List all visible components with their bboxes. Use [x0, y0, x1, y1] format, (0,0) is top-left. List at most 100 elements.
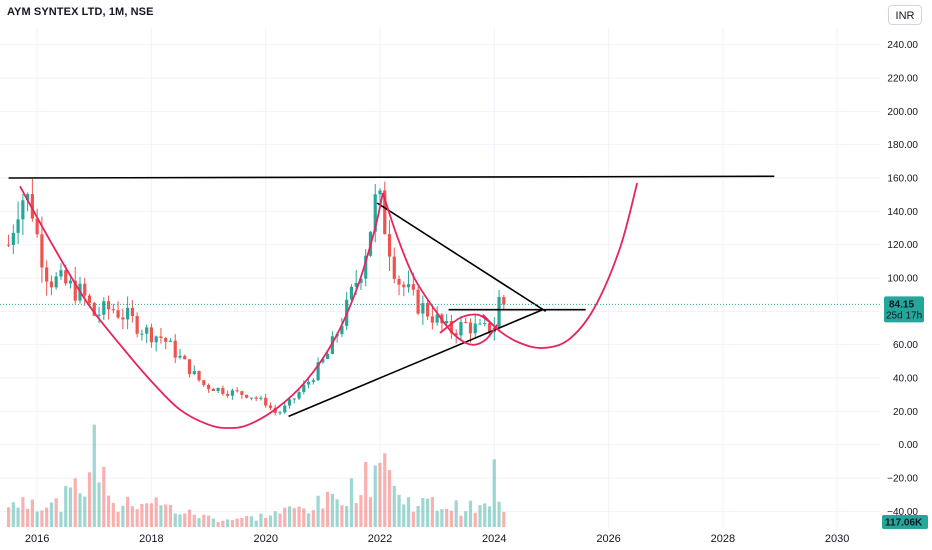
volume-bar: [383, 453, 387, 527]
candle-body: [26, 194, 30, 201]
volume-bar: [459, 515, 463, 527]
x-tick-label: 2024: [482, 533, 506, 545]
price-axis: 240.00 220.00 200.00 180.00 160.00 140.00 120.…: [887, 40, 918, 518]
y-tick-label: 40.00: [893, 374, 918, 385]
x-tick-label: 2030: [825, 533, 849, 545]
volume-bar: [121, 505, 125, 527]
volume-bar: [359, 495, 363, 527]
volume-bar: [326, 491, 330, 527]
volume-bar: [273, 511, 277, 527]
volume-bar: [411, 511, 415, 527]
candle-body: [140, 333, 144, 335]
volume-bar: [230, 520, 234, 527]
volume-bar: [287, 506, 292, 527]
candle-body: [387, 234, 392, 257]
volume-bar: [40, 510, 44, 527]
volume-bar: [35, 511, 39, 527]
volume-bar: [340, 505, 344, 527]
volume-bar: [64, 485, 68, 527]
candles: [6, 178, 506, 416]
volume-bar: [373, 465, 377, 527]
last-price-value: 84.15: [889, 299, 914, 310]
y-tick-label: 120.00: [887, 240, 918, 251]
volume-bar: [59, 511, 63, 527]
volume-bar: [440, 509, 444, 527]
candle-body: [54, 276, 58, 288]
volume-bar: [264, 517, 268, 527]
triangle-lower-line: [288, 308, 544, 418]
volume-bar: [492, 459, 496, 527]
candle-body: [330, 336, 334, 354]
volume-bar: [106, 495, 111, 527]
candle-body: [211, 388, 215, 392]
candle-body: [87, 295, 92, 303]
candle-body: [230, 390, 234, 396]
candle-body: [30, 194, 34, 219]
volume-bar: [259, 513, 263, 527]
candle-body: [306, 381, 311, 385]
candle-body: [83, 283, 87, 296]
candle-body: [435, 314, 439, 323]
candle-body: [121, 317, 125, 320]
volume-bar: [183, 513, 187, 527]
volume-bar: [16, 507, 20, 527]
candle-body: [364, 255, 368, 279]
volume-bar: [73, 478, 77, 527]
candle-body: [445, 320, 449, 324]
volume-bar: [26, 508, 30, 527]
candle-body: [221, 388, 225, 394]
volume-bar: [364, 461, 368, 527]
volume-bar: [245, 515, 249, 527]
volume-bar: [335, 499, 339, 527]
currency-button[interactable]: INR: [888, 5, 922, 25]
candle-body: [6, 244, 11, 246]
time-axis: 2016 2018 2020 2022 2024 2026 2028 2030: [25, 533, 849, 545]
candle-body: [164, 338, 168, 342]
candle-body: [311, 380, 315, 382]
volume-bar: [211, 518, 215, 527]
candle-body: [59, 270, 63, 277]
candle-body: [178, 355, 182, 358]
volume-bar: [297, 506, 301, 527]
candle-body: [154, 336, 158, 343]
cup-left-curve: [19, 185, 384, 429]
volume-bar: [6, 507, 11, 527]
candle-body: [102, 301, 106, 315]
volume-bar: [87, 472, 92, 527]
candle-body: [11, 232, 15, 245]
candle-body: [92, 302, 96, 316]
volume-bar: [149, 503, 154, 527]
volume-bar: [430, 497, 434, 527]
volume-bar: [392, 485, 396, 527]
volume-bar: [164, 504, 168, 527]
candle-body: [130, 307, 134, 317]
candle-body: [240, 391, 244, 395]
candle-body: [373, 194, 377, 232]
candle-body: [459, 321, 463, 336]
y-tick-label: 100.00: [887, 274, 918, 285]
candle-body: [402, 284, 406, 288]
candle-body: [45, 267, 49, 282]
volume-bar: [116, 511, 120, 527]
candle-body: [73, 280, 77, 301]
volume-bar: [30, 499, 34, 527]
candle-body: [21, 200, 25, 220]
candle-body: [49, 281, 54, 288]
candle-body: [40, 234, 44, 268]
volume-bar: [378, 462, 382, 527]
trendlines: [8, 175, 775, 418]
volume-bar: [354, 503, 358, 527]
volume-bar: [83, 496, 87, 527]
volume-bar: [406, 497, 411, 527]
volume-bar: [478, 505, 482, 527]
candle-body: [206, 385, 211, 389]
candle-body: [464, 321, 468, 323]
candle-body: [245, 394, 249, 398]
x-tick-label: 2026: [596, 533, 620, 545]
y-tick-label: 20.00: [893, 407, 918, 418]
volume-bar: [240, 517, 244, 527]
volume-bar: [487, 506, 492, 527]
volume-bar: [97, 482, 101, 527]
candle-body: [116, 310, 120, 318]
